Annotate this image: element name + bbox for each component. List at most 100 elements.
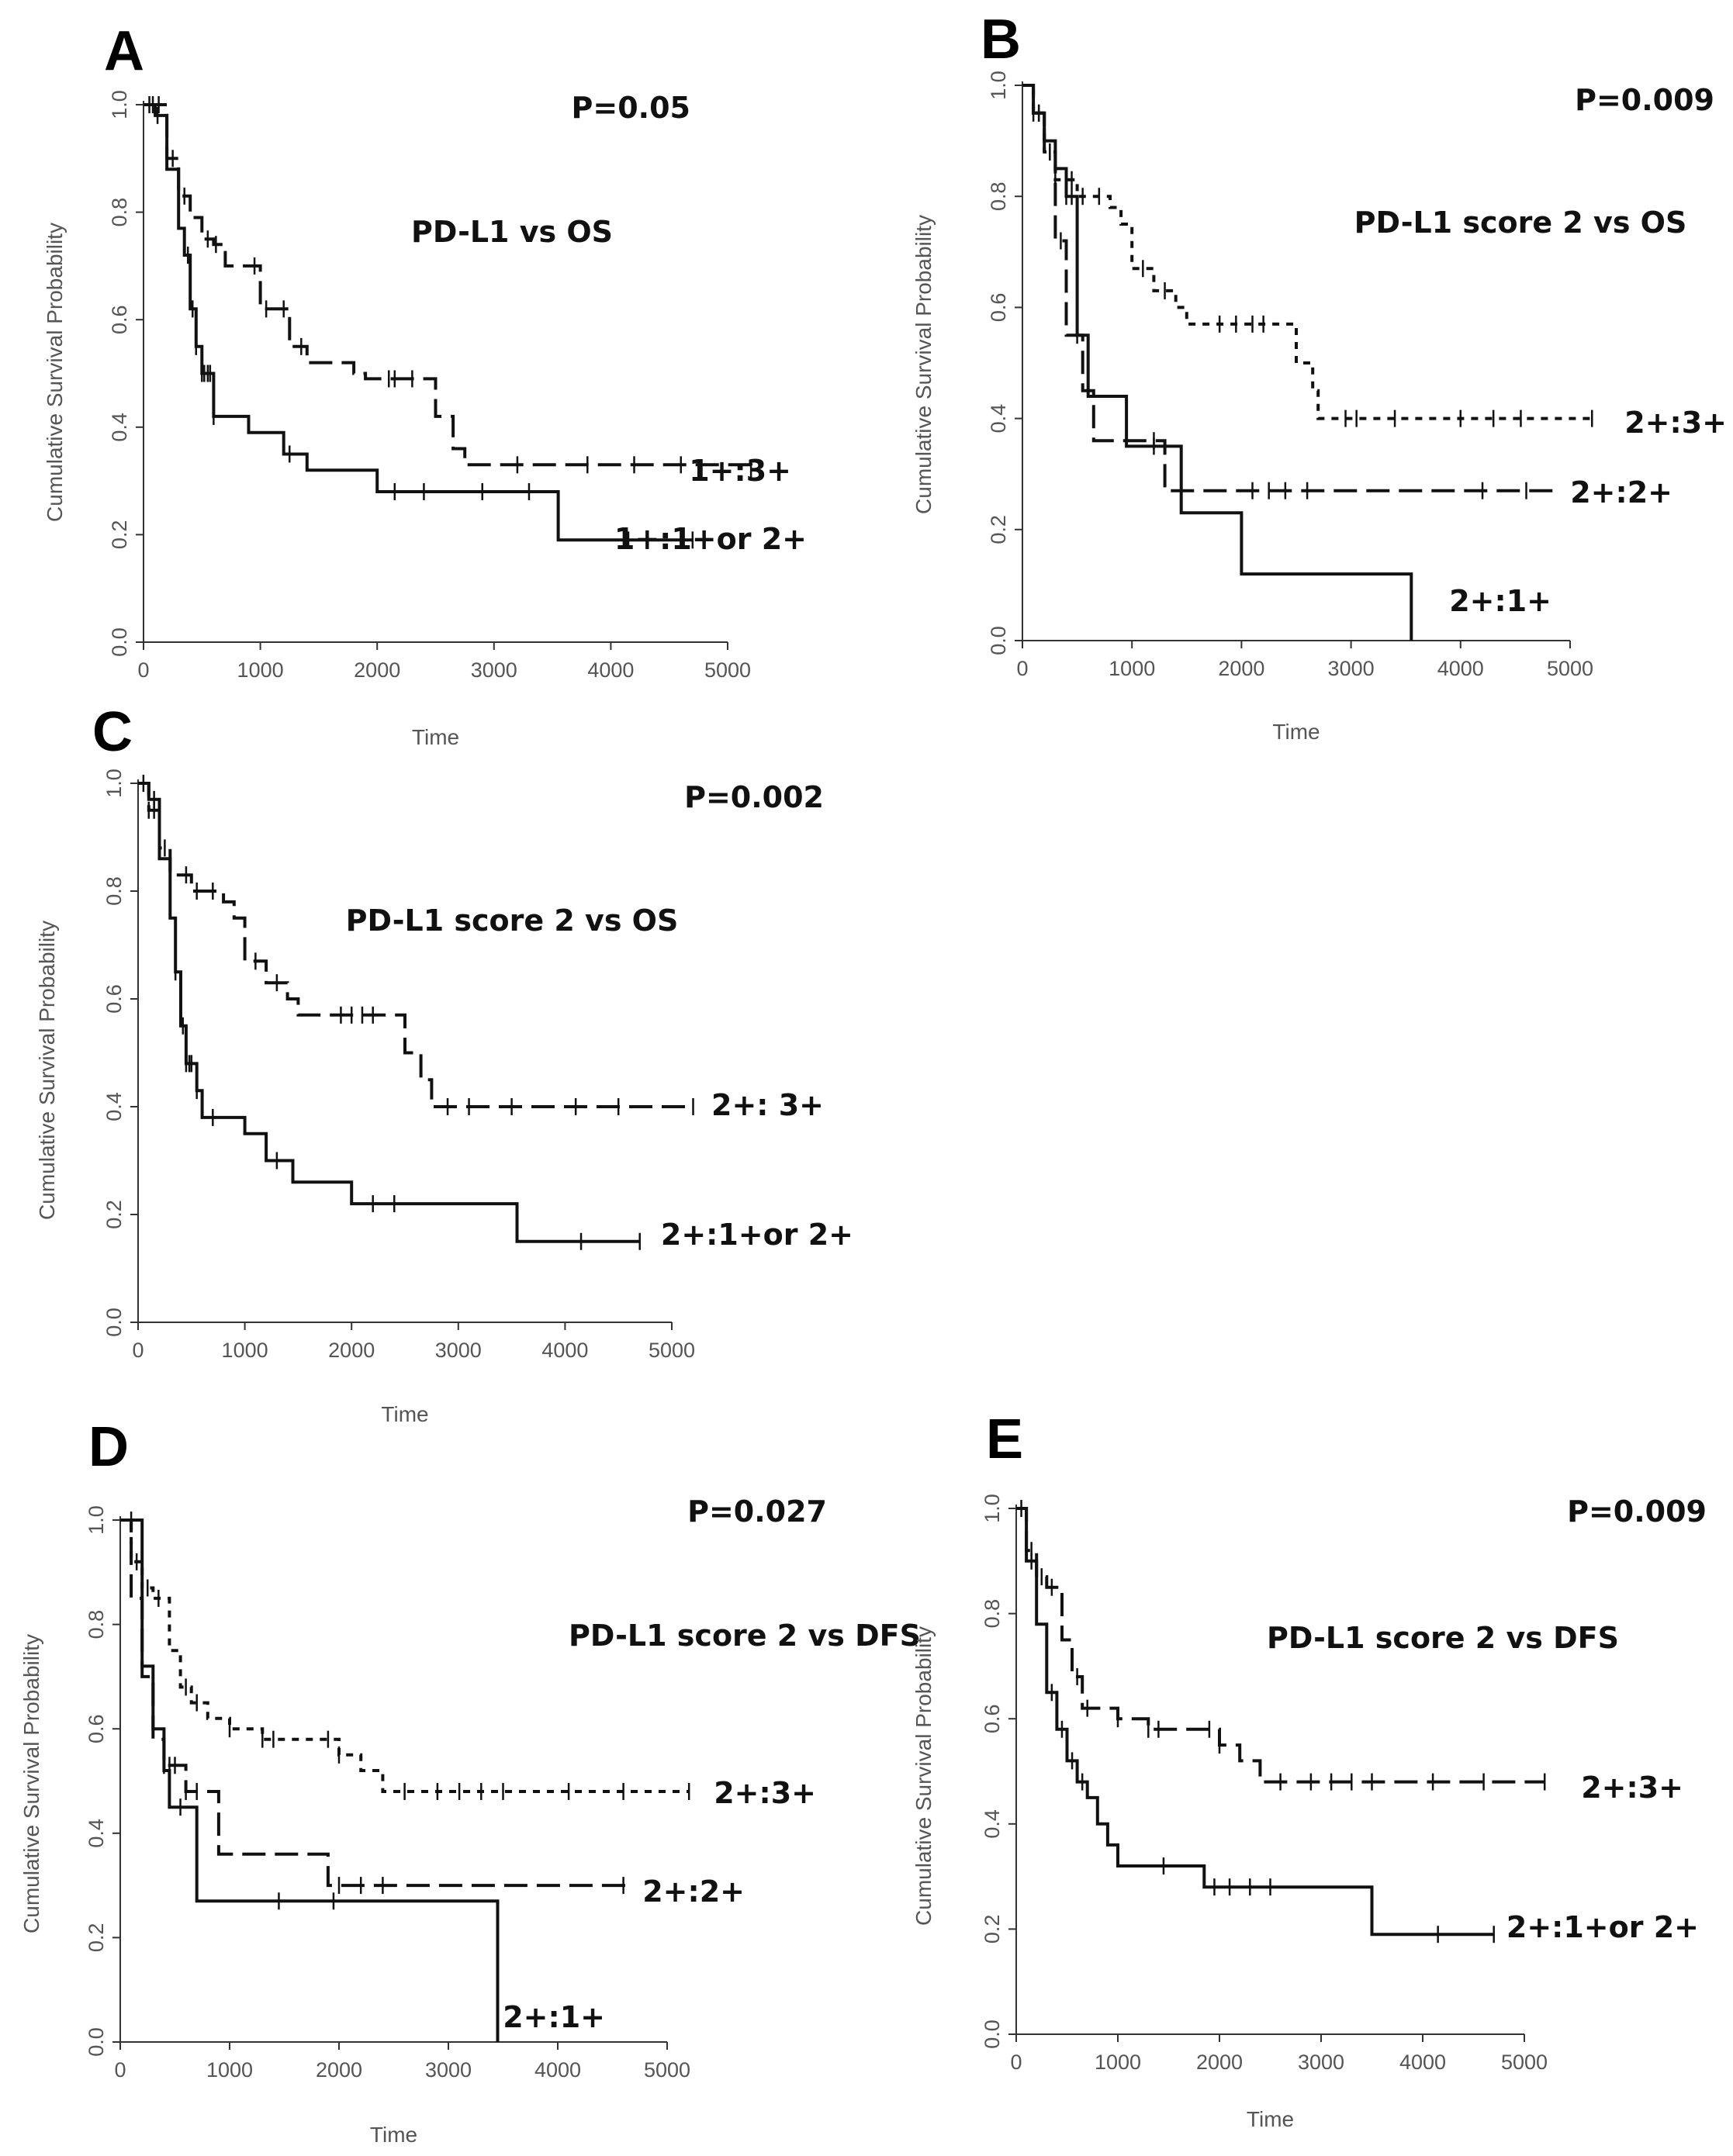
panel-title: PD-L1 score 2 vs OS (346, 904, 679, 938)
x-tick-label: 0 (132, 1339, 144, 1362)
p-value: P=0.009 (1567, 1494, 1707, 1529)
panel-title: PD-L1 score 2 vs DFS (1267, 1621, 1619, 1655)
y-tick-label: 0.8 (981, 1599, 1004, 1629)
y-tick-label: 1.0 (102, 769, 126, 798)
series-label: 2+:3+ (1624, 406, 1727, 440)
series-line-1 (144, 103, 693, 542)
y-tick-label: 0.6 (981, 1704, 1004, 1733)
y-tick-label: 0.4 (987, 404, 1010, 434)
panel-letter: D (88, 1416, 129, 1478)
y-tick-label: 0.6 (85, 1714, 108, 1743)
p-value: P=0.009 (1575, 83, 1714, 117)
y-tick-label: 1.0 (85, 1505, 108, 1535)
y-tick-label: 0.6 (108, 305, 131, 334)
panel-title: PD-L1 vs OS (411, 215, 613, 249)
series-label: 2+:1+ (503, 2000, 605, 2034)
x-tick-label: 2000 (1218, 657, 1264, 680)
series-line-0 (120, 1519, 690, 1793)
x-tick-label: 2000 (354, 658, 400, 682)
series-line-2 (120, 1519, 500, 2042)
panel-letter: C (92, 701, 133, 763)
panel-letter: A (104, 20, 144, 82)
y-tick-label: 0.0 (108, 627, 131, 657)
series-label: 2+:2+ (642, 1874, 745, 1909)
x-tick-label: 5000 (1547, 657, 1593, 680)
series-line-0 (1022, 84, 1593, 420)
x-tick-label: 3000 (425, 2058, 472, 2082)
x-tick-label: 1000 (1095, 2051, 1141, 2074)
series-line-1 (138, 782, 640, 1243)
y-axis-title: Cumulative Survival Probability (911, 215, 936, 514)
panel-d: 0 1000 2000 3000 4000 5000 0.0 0.2 0.4 0.6 0.8 1.0 T… (19, 1416, 921, 2147)
y-tick-label: 0.8 (85, 1610, 108, 1639)
x-axis-title: Time (1247, 2107, 1294, 2131)
y-tick-label: 1.0 (108, 90, 131, 119)
series-line-2 (1022, 84, 1413, 641)
y-tick-label: 0.0 (981, 2020, 1004, 2049)
panel-e: 0 1000 2000 3000 4000 5000 0.0 0.2 0.4 0.6 0.8 1.0 T… (911, 1408, 1707, 2131)
y-tick-label: 0.2 (108, 520, 131, 550)
series-label: 1+:1+or 2+ (614, 522, 807, 556)
x-tick-label: 0 (137, 658, 149, 682)
y-tick-label: 1.0 (987, 71, 1010, 100)
y-tick-label: 0.0 (102, 1308, 126, 1337)
p-value: P=0.027 (687, 1494, 827, 1529)
x-tick-label: 0 (114, 2058, 126, 2082)
y-tick-label: 0.0 (987, 626, 1010, 655)
panel-letter: B (981, 9, 1021, 71)
y-tick-label: 0.2 (987, 515, 1010, 544)
series-label: 2+:3+ (714, 1776, 816, 1810)
x-tick-label: 2000 (1196, 2051, 1243, 2074)
x-tick-label: 0 (1010, 2051, 1022, 2074)
x-tick-label: 1000 (206, 2058, 253, 2082)
y-tick-label: 0.6 (987, 293, 1010, 323)
panel-a: 0 1000 2000 3000 4000 5000 0.0 0.2 0.4 0.6 0.8 1.0 T… (43, 20, 807, 749)
x-tick-label: 4000 (541, 1339, 588, 1362)
x-tick-label: 3000 (435, 1339, 482, 1362)
x-tick-label: 5000 (644, 2058, 690, 2082)
y-tick-label: 0.4 (102, 1092, 126, 1121)
x-axis-title: Time (381, 1402, 428, 1426)
y-tick-label: 0.2 (85, 1923, 108, 1953)
x-tick-label: 4000 (1437, 657, 1484, 680)
series-label: 2+:1+ (1449, 584, 1551, 618)
panel-letter: E (986, 1408, 1023, 1470)
y-axis-title: Cumulative Survival Probability (35, 921, 59, 1220)
y-tick-label: 0.4 (108, 413, 131, 442)
panel-b: 0 1000 2000 3000 4000 5000 0.0 0.2 0.4 0.6 0.8 1.0 T… (911, 9, 1727, 744)
p-value: P=0.05 (572, 91, 690, 125)
x-tick-label: 0 (1016, 657, 1028, 680)
x-axis-title: Time (1272, 720, 1320, 744)
y-tick-label: 0.0 (85, 2027, 108, 2057)
series-label: 2+:1+or 2+ (1506, 1910, 1699, 1944)
series-label: 2+:1+or 2+ (661, 1218, 853, 1252)
x-tick-label: 1000 (1109, 657, 1155, 680)
series-label: 2+:2+ (1570, 475, 1672, 510)
p-value: P=0.002 (684, 780, 824, 814)
panel-c: 0 1000 2000 3000 4000 5000 0.0 0.2 0.4 0.6 0.8 1.0 T… (35, 701, 853, 1426)
x-axis-title: Time (370, 2123, 417, 2147)
y-tick-label: 1.0 (981, 1494, 1004, 1523)
series-label: 2+:3+ (1581, 1771, 1683, 1805)
series-line-0 (1016, 1507, 1545, 1784)
y-tick-label: 0.6 (102, 984, 126, 1014)
y-tick-label: 0.2 (102, 1200, 126, 1229)
x-axis-title: Time (412, 725, 459, 749)
series-line-0 (138, 782, 694, 1108)
x-tick-label: 5000 (704, 658, 751, 682)
panel-title: PD-L1 score 2 vs DFS (569, 1619, 921, 1653)
y-tick-label: 0.2 (981, 1915, 1004, 1944)
series-line-1 (120, 1519, 635, 1888)
x-tick-label: 5000 (649, 1339, 695, 1362)
x-tick-label: 2000 (316, 2058, 362, 2082)
y-tick-label: 0.8 (102, 876, 126, 906)
series-line-1 (1016, 1507, 1494, 1937)
x-tick-label: 4000 (587, 658, 634, 682)
x-tick-label: 5000 (1501, 2051, 1548, 2074)
y-axis-title: Cumulative Survival Probability (911, 1626, 936, 1926)
x-tick-label: 4000 (534, 2058, 581, 2082)
x-tick-label: 3000 (1328, 657, 1375, 680)
x-tick-label: 4000 (1399, 2051, 1446, 2074)
x-tick-label: 1000 (237, 658, 284, 682)
